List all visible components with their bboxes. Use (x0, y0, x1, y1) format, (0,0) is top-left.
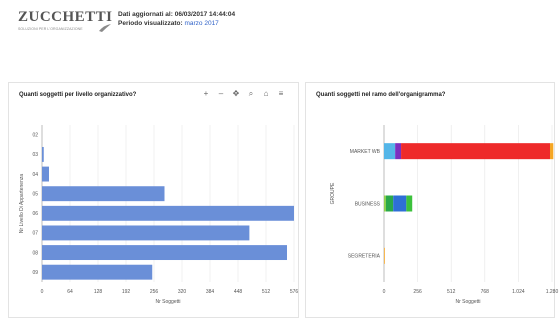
bar (42, 146, 44, 162)
updated-line: Dati aggiornati al: 06/03/2017 14:44:04 (118, 10, 235, 19)
x-tick-label: 448 (234, 289, 243, 295)
data-info: Dati aggiornati al: 06/03/2017 14:44:04 … (118, 10, 235, 28)
y-axis-title: GROUPE (330, 182, 336, 204)
right-stacked-bar-chart: 0 256 512 768 1.024 1.280 MARKET WB BUSINESS SEG… (330, 125, 559, 305)
y-tick-label: MARKET WB (350, 149, 381, 155)
minus-icon[interactable]: – (218, 89, 224, 98)
stacked-bar-segment (550, 143, 554, 160)
header: ZUCCHETTI SOLUZIONI PER L'ORGANIZZAZIONE… (0, 0, 559, 40)
y-tick-label: 02 (32, 133, 38, 139)
x-tick-label: 0 (383, 289, 386, 295)
right-chart-title: Quanti soggetti nel ramo dell'organigram… (316, 92, 446, 98)
stacked-bar-segment (393, 195, 407, 212)
x-tick-label: 256 (150, 289, 159, 295)
bar (42, 225, 250, 241)
y-tick-label: 05 (32, 191, 38, 197)
x-tick-label: 128 (94, 289, 103, 295)
x-tick-label: 0 (41, 289, 44, 295)
updated-value: 06/03/2017 14:44:04 (174, 11, 236, 18)
x-tick-label: 512 (447, 289, 456, 295)
y-tick-label: 06 (32, 211, 38, 217)
x-tick-label: 576 (290, 289, 299, 295)
x-tick-label: 384 (206, 289, 215, 295)
zoom-icon[interactable]: ⌕ (248, 89, 254, 98)
chart-toolbar: + – ✥ ⌕ ⌂ ≡ (200, 88, 292, 100)
y-tick-label: SEGRETERIA (348, 254, 381, 260)
zucchetti-logo: ZUCCHETTI SOLUZIONI PER L'ORGANIZZAZIONE (18, 9, 114, 35)
bar (42, 186, 165, 202)
y-tick-label: 09 (32, 270, 38, 276)
y-tick-label: 04 (32, 172, 38, 178)
x-tick-label: 1.024 (512, 289, 525, 295)
stacked-bar-segment (406, 195, 413, 212)
updated-label: Dati aggiornati al: (118, 11, 173, 18)
y-axis-title: Nr Livello Di Appartenenza (19, 174, 25, 233)
y-tick-label: 07 (32, 231, 38, 237)
stacked-bar-segment (395, 143, 402, 160)
bar (42, 245, 287, 261)
stacked-bar-segment (384, 143, 396, 160)
x-tick-label: 512 (262, 289, 271, 295)
x-tick-label: 1.280 (546, 289, 559, 295)
stacked-bar-segment (384, 195, 386, 212)
y-tick-label: 08 (32, 250, 38, 256)
x-tick-label: 64 (67, 289, 73, 295)
home-icon[interactable]: ⌂ (263, 89, 269, 98)
x-tick-label: 256 (413, 289, 422, 295)
bar (42, 264, 153, 280)
stacked-bar-segment (385, 195, 394, 212)
x-tick-label: 768 (481, 289, 490, 295)
logo-swoosh-icon (99, 24, 111, 32)
menu-icon[interactable]: ≡ (278, 89, 284, 98)
x-axis-title: Nr Soggetti (155, 299, 180, 305)
bar (42, 166, 49, 182)
right-chart-panel: Quanti soggetti nel ramo dell'organigram… (305, 82, 559, 318)
plus-icon[interactable]: + (203, 89, 209, 98)
left-chart-title: Quanti soggetti per livello organizzativ… (19, 92, 137, 98)
period-line: Periodo visualizzato: marzo 2017 (118, 19, 235, 28)
left-bar-chart: 0 64 128 192 256 320 384 448 512 576 02 03 04 05 06 07 0… (19, 125, 299, 305)
bar (42, 205, 294, 221)
x-tick-label: 320 (178, 289, 187, 295)
logo-subtext: SOLUZIONI PER L'ORGANIZZAZIONE (18, 27, 83, 31)
stacked-bar-segment (384, 247, 385, 264)
y-tick-label: BUSINESS (355, 201, 381, 207)
x-axis-title: Nr Soggetti (455, 299, 480, 305)
stacked-bar-segment (401, 143, 551, 160)
period-label: Periodo visualizzato: (118, 20, 183, 27)
logo-text: ZUCCHETTI (18, 9, 113, 25)
x-tick-label: 192 (122, 289, 131, 295)
y-tick-label: 03 (32, 152, 38, 158)
left-chart-panel: Quanti soggetti per livello organizzativ… (8, 82, 299, 318)
pan-icon[interactable]: ✥ (232, 89, 240, 98)
period-value: marzo 2017 (184, 20, 219, 27)
